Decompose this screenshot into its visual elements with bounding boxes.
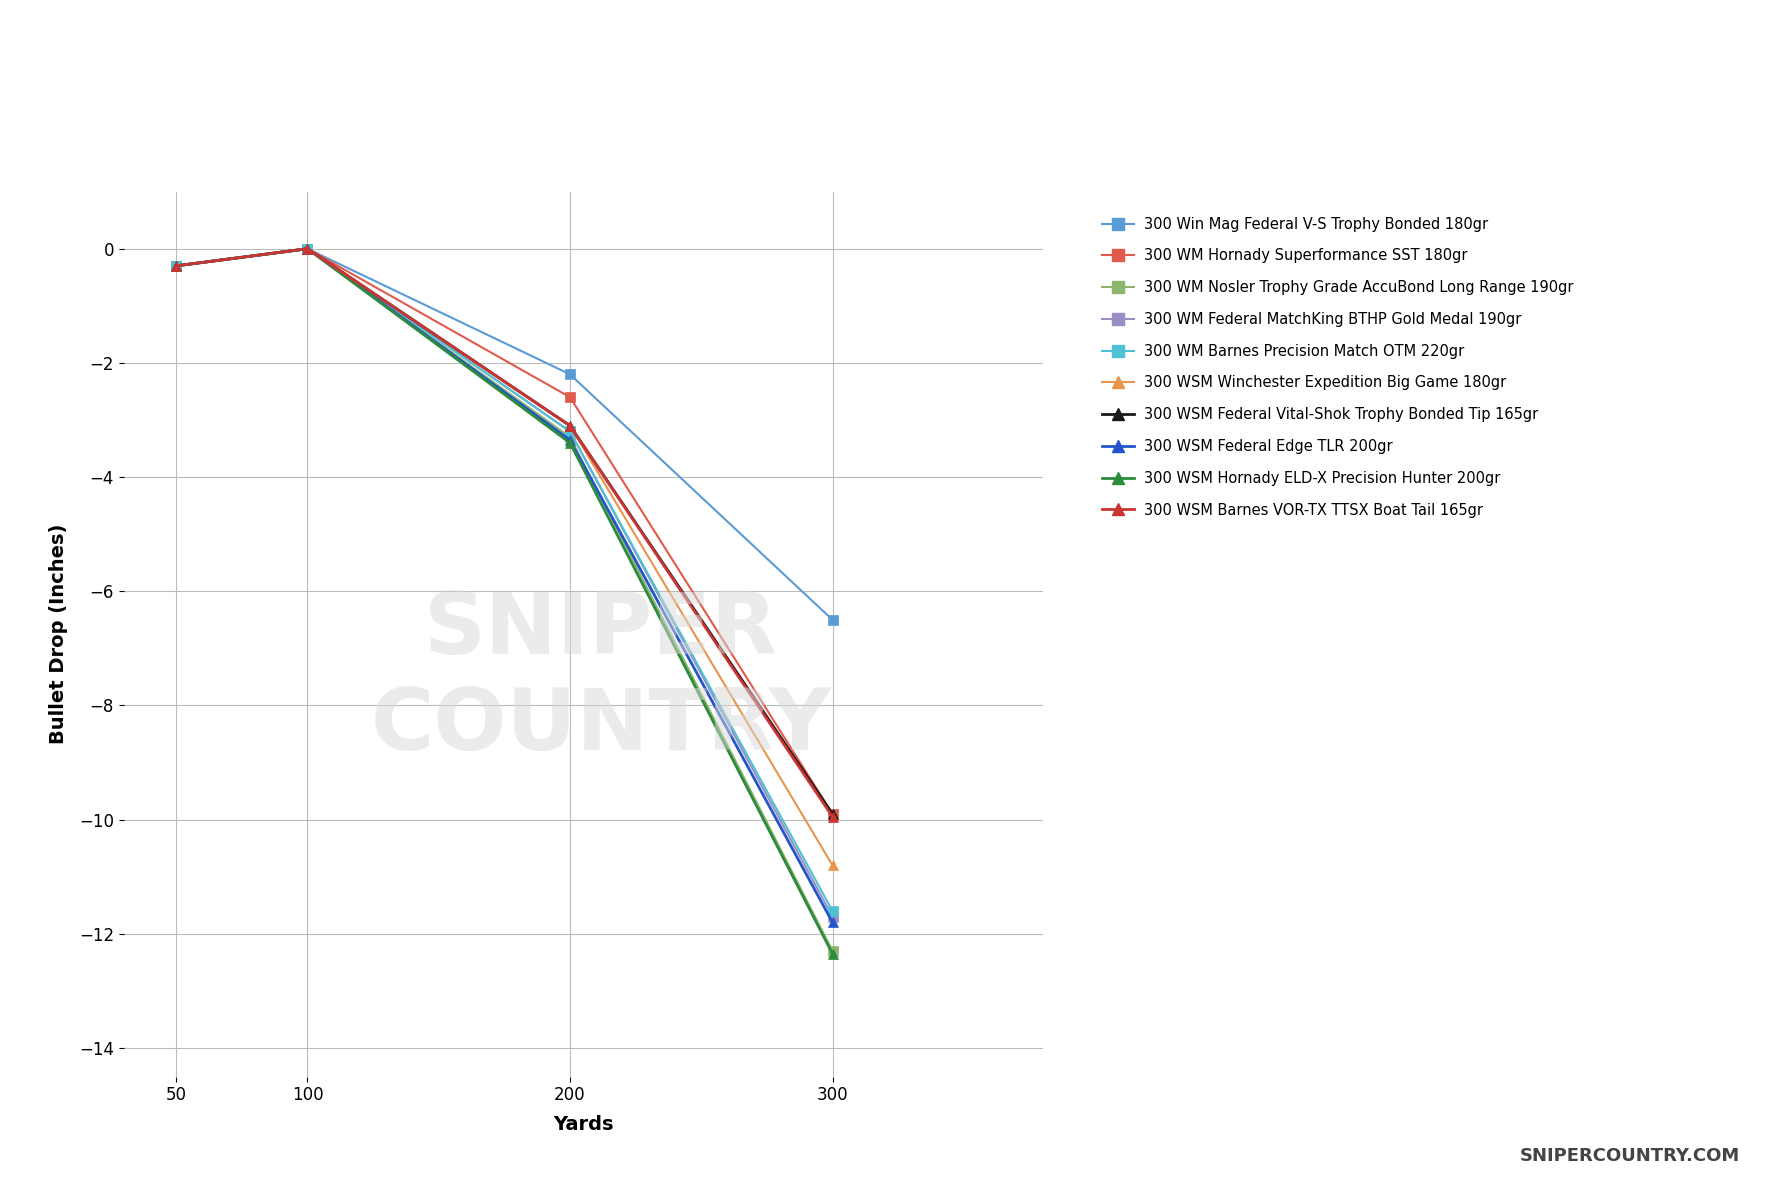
Line: 300 WSM Winchester Expedition Big Game 180gr: 300 WSM Winchester Expedition Big Game 1… <box>171 244 838 871</box>
300 Win Mag Federal V-S Trophy Bonded 180gr <box>166 259 187 273</box>
300 WM Nosler Trophy Grade AccuBond Long Range 190gr <box>822 944 843 958</box>
300 Win Mag Federal V-S Trophy Bonded 180gr <box>297 241 318 256</box>
Line: 300 WM Federal MatchKing BTHP Gold Medal 190gr: 300 WM Federal MatchKing BTHP Gold Medal… <box>171 244 838 922</box>
300 WM Barnes Precision Match OTM 220gr <box>822 904 843 918</box>
300 WM Federal MatchKing BTHP Gold Medal 190gr <box>297 241 318 256</box>
Line: 300 Win Mag Federal V-S Trophy Bonded 180gr: 300 Win Mag Federal V-S Trophy Bonded 18… <box>171 244 838 625</box>
300 WM Hornady Superformance SST 180gr <box>560 390 581 405</box>
300 WSM Federal Edge TLR 200gr <box>166 259 187 273</box>
Line: 300 WM Nosler Trophy Grade AccuBond Long Range 190gr: 300 WM Nosler Trophy Grade AccuBond Long… <box>171 244 838 956</box>
300 WM Federal MatchKing BTHP Gold Medal 190gr <box>560 425 581 439</box>
300 WM Nosler Trophy Grade AccuBond Long Range 190gr <box>560 431 581 445</box>
300 WSM Hornady ELD-X Precision Hunter 200gr <box>560 435 581 450</box>
Text: SNIPER
COUNTRY: SNIPER COUNTRY <box>371 589 832 768</box>
300 WSM Hornady ELD-X Precision Hunter 200gr <box>297 241 318 256</box>
300 Win Mag Federal V-S Trophy Bonded 180gr <box>560 367 581 381</box>
300 WM Nosler Trophy Grade AccuBond Long Range 190gr <box>297 241 318 256</box>
300 WSM Federal Edge TLR 200gr <box>297 241 318 256</box>
300 WSM Winchester Expedition Big Game 180gr <box>822 858 843 872</box>
300 WM Federal MatchKing BTHP Gold Medal 190gr <box>166 259 187 273</box>
300 WSM Federal Vital-Shok Trophy Bonded Tip 165gr <box>822 807 843 821</box>
Line: 300 WM Hornady Superformance SST 180gr: 300 WM Hornady Superformance SST 180gr <box>171 244 838 819</box>
Text: SNIPERCOUNTRY.COM: SNIPERCOUNTRY.COM <box>1520 1148 1740 1165</box>
300 WSM Hornady ELD-X Precision Hunter 200gr <box>166 259 187 273</box>
Line: 300 WM Barnes Precision Match OTM 220gr: 300 WM Barnes Precision Match OTM 220gr <box>171 244 838 916</box>
300 WSM Hornady ELD-X Precision Hunter 200gr <box>822 946 843 961</box>
300 WSM Federal Vital-Shok Trophy Bonded Tip 165gr <box>166 259 187 273</box>
300 WSM Barnes VOR-TX TTSX Boat Tail 165gr <box>822 809 843 823</box>
300 WSM Federal Vital-Shok Trophy Bonded Tip 165gr <box>297 241 318 256</box>
Line: 300 WSM Federal Vital-Shok Trophy Bonded Tip 165gr: 300 WSM Federal Vital-Shok Trophy Bonded… <box>171 244 838 819</box>
300 WSM Winchester Expedition Big Game 180gr <box>297 241 318 256</box>
300 WSM Winchester Expedition Big Game 180gr <box>560 419 581 433</box>
300 WM Nosler Trophy Grade AccuBond Long Range 190gr <box>166 259 187 273</box>
300 WM Barnes Precision Match OTM 220gr <box>166 259 187 273</box>
X-axis label: Yards: Yards <box>553 1116 613 1134</box>
300 WM Barnes Precision Match OTM 220gr <box>297 241 318 256</box>
300 WSM Federal Edge TLR 200gr <box>560 433 581 447</box>
300 WM Hornady Superformance SST 180gr <box>166 259 187 273</box>
300 WSM Winchester Expedition Big Game 180gr <box>166 259 187 273</box>
300 WM Hornady Superformance SST 180gr <box>822 807 843 821</box>
300 WSM Barnes VOR-TX TTSX Boat Tail 165gr <box>297 241 318 256</box>
300 WM Hornady Superformance SST 180gr <box>297 241 318 256</box>
300 WM Barnes Precision Match OTM 220gr <box>560 425 581 439</box>
Line: 300 WSM Federal Edge TLR 200gr: 300 WSM Federal Edge TLR 200gr <box>171 244 838 927</box>
Line: 300 WSM Hornady ELD-X Precision Hunter 200gr: 300 WSM Hornady ELD-X Precision Hunter 2… <box>171 244 838 958</box>
300 WSM Barnes VOR-TX TTSX Boat Tail 165gr <box>166 259 187 273</box>
300 WSM Barnes VOR-TX TTSX Boat Tail 165gr <box>560 419 581 433</box>
Y-axis label: Bullet Drop (Inches): Bullet Drop (Inches) <box>49 524 67 744</box>
Legend: 300 Win Mag Federal V-S Trophy Bonded 180gr, 300 WM Hornady Superformance SST 18: 300 Win Mag Federal V-S Trophy Bonded 18… <box>1103 216 1574 518</box>
300 WM Federal MatchKing BTHP Gold Medal 190gr <box>822 910 843 924</box>
Line: 300 WSM Barnes VOR-TX TTSX Boat Tail 165gr: 300 WSM Barnes VOR-TX TTSX Boat Tail 165… <box>171 244 838 822</box>
300 WSM Federal Edge TLR 200gr <box>822 916 843 930</box>
300 Win Mag Federal V-S Trophy Bonded 180gr <box>822 613 843 627</box>
Text: SHORT RANGE TRAJECTORY: SHORT RANGE TRAJECTORY <box>286 39 1481 115</box>
300 WSM Federal Vital-Shok Trophy Bonded Tip 165gr <box>560 419 581 433</box>
